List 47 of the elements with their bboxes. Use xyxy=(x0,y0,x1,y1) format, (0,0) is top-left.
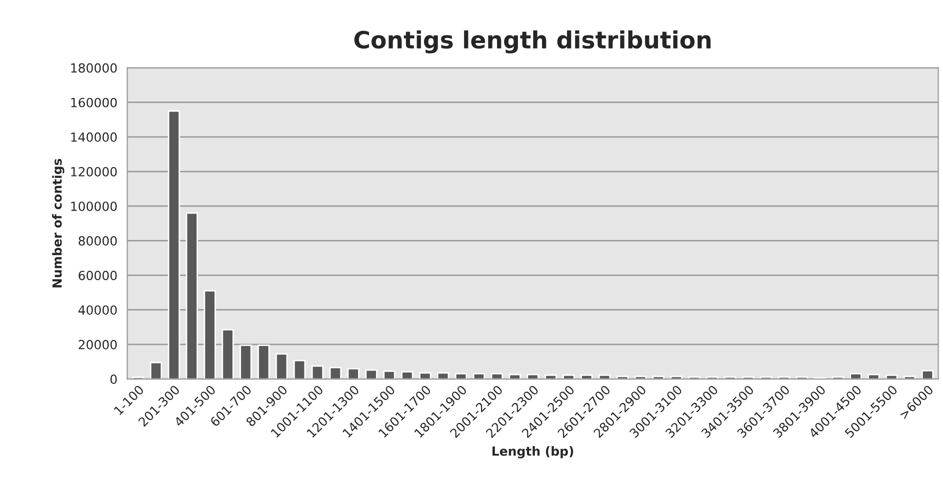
bar xyxy=(150,362,162,380)
bar xyxy=(652,376,664,380)
y-tick-label: 40000 xyxy=(78,305,117,315)
y-tick-label: 120000 xyxy=(71,166,117,176)
bar xyxy=(222,329,234,380)
bar xyxy=(437,372,450,380)
y-axis-title: Number of contigs xyxy=(52,158,64,288)
bar xyxy=(383,370,396,380)
bar xyxy=(562,374,575,380)
bar xyxy=(490,372,503,380)
y-tick-label: 20000 xyxy=(78,340,117,350)
chart-title: Contigs length distribution xyxy=(354,30,711,54)
bar xyxy=(365,369,378,380)
bar xyxy=(311,365,324,380)
y-tick-label: 100000 xyxy=(71,202,117,212)
y-tick-label: 180000 xyxy=(71,63,117,73)
bar xyxy=(454,372,468,380)
y-tick-label: 0 xyxy=(110,374,117,384)
bar xyxy=(886,374,898,380)
y-tick-label: 160000 xyxy=(71,98,117,108)
bar xyxy=(670,376,682,380)
bar xyxy=(276,353,288,380)
bar xyxy=(616,376,629,380)
bar xyxy=(258,344,270,380)
y-tick-label: 60000 xyxy=(78,270,117,280)
bar xyxy=(472,372,486,380)
bar xyxy=(921,370,934,380)
bar xyxy=(904,376,916,380)
bar xyxy=(329,366,342,380)
bar xyxy=(419,372,432,380)
bar xyxy=(868,374,880,380)
bar xyxy=(204,290,216,380)
bar xyxy=(580,374,593,380)
y-tick-label: 80000 xyxy=(78,236,117,246)
bar xyxy=(598,374,611,380)
bar xyxy=(401,371,414,380)
bar xyxy=(168,110,180,380)
bar xyxy=(240,344,252,380)
y-tick-label: 140000 xyxy=(71,132,117,142)
bar xyxy=(347,368,360,380)
bar xyxy=(293,360,306,380)
x-axis-title: Length (bp) xyxy=(492,446,574,458)
bar xyxy=(526,374,539,380)
bar xyxy=(186,212,198,380)
bar xyxy=(634,376,647,380)
bar xyxy=(544,374,557,380)
bar xyxy=(850,372,862,380)
